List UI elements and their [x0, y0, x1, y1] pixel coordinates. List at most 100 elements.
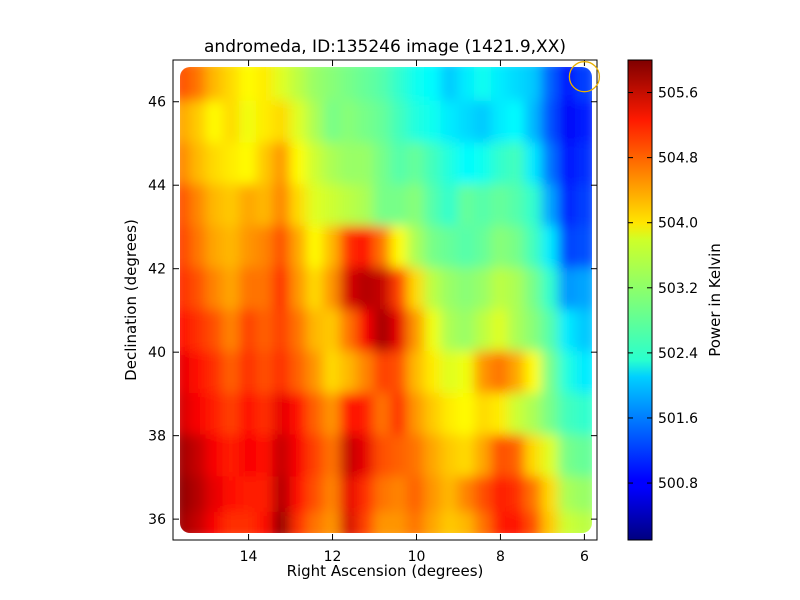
heatmap-cell — [356, 67, 376, 103]
heatmap-cell — [575, 267, 592, 312]
heatmap-cell — [255, 267, 275, 312]
heatmap-cell — [272, 100, 292, 145]
heatmap-cell — [558, 309, 578, 354]
heatmap-cell — [255, 67, 275, 103]
heatmap-cell — [188, 476, 208, 514]
heatmap-cell — [541, 67, 561, 103]
heatmap-cell — [356, 476, 376, 514]
y-tick-label: 44 — [148, 178, 166, 194]
heatmap-cell — [558, 434, 578, 479]
heatmap-cell — [373, 392, 393, 437]
heatmap-cell — [188, 142, 208, 187]
heatmap-cell — [457, 67, 477, 103]
heatmap-cell — [390, 392, 410, 437]
x-axis: 14 12 10 8 6 — [240, 60, 589, 565]
heatmap-cell — [390, 511, 410, 533]
heatmap-cell — [575, 309, 592, 354]
heatmap-cell — [440, 225, 460, 270]
heatmap-cell — [255, 434, 275, 479]
x-tick-label: 6 — [580, 549, 589, 565]
heatmap-cell — [474, 511, 494, 533]
heatmap-cell — [524, 309, 544, 354]
heatmap-cell — [474, 100, 494, 145]
heatmap-cell — [272, 476, 292, 514]
heatmap-cell — [222, 67, 242, 103]
heatmap-cell — [306, 100, 326, 145]
colorbar-ticks: 500.8 501.6 502.4 503.2 504.0 504.8 505.6 — [628, 86, 698, 492]
heatmap-cell — [373, 100, 393, 145]
colorbar-tick-label: 501.6 — [658, 411, 698, 427]
heatmap-cell — [205, 100, 225, 145]
heatmap-cell — [474, 142, 494, 187]
heatmap-cell — [222, 142, 242, 187]
heatmap-cell — [323, 392, 342, 437]
heatmap-cell — [491, 67, 510, 103]
colorbar-tick-label: 502.4 — [658, 346, 698, 362]
heatmap-cell — [524, 142, 544, 187]
heatmap-cell — [440, 476, 460, 514]
heatmap-cell — [239, 67, 258, 103]
heatmap-cell — [188, 309, 208, 354]
heatmap-cell — [575, 511, 592, 533]
heatmap-cell — [541, 267, 561, 312]
heatmap-cell — [239, 351, 258, 395]
heatmap-cell — [188, 100, 208, 145]
heatmap-cell — [180, 511, 191, 533]
heatmap-cell — [239, 184, 258, 228]
heatmap-cell — [457, 392, 477, 437]
heatmap-cell — [507, 476, 527, 514]
heatmap-cell — [239, 392, 258, 437]
heatmap-cell — [423, 351, 443, 395]
heatmap-cell — [558, 476, 578, 514]
heatmap-cell — [180, 392, 191, 437]
heatmap-cell — [339, 100, 359, 145]
heatmap-cell — [356, 351, 376, 395]
colorbar-tick-label: 503.2 — [658, 281, 698, 297]
y-tick-label: 38 — [148, 429, 166, 445]
heatmap-cell — [323, 476, 342, 514]
heatmap-cell — [180, 100, 191, 145]
heatmap-cell — [407, 309, 426, 354]
heatmap-cell — [239, 267, 258, 312]
heatmap-cell — [323, 351, 342, 395]
heatmap-cell — [272, 225, 292, 270]
heatmap-cell — [255, 511, 275, 533]
heatmap-cell — [222, 184, 242, 228]
heatmap-cell — [524, 225, 544, 270]
heatmap-cell — [373, 225, 393, 270]
heatmap-cell — [289, 100, 309, 145]
heatmap-cell — [575, 434, 592, 479]
heatmap-cell — [457, 225, 477, 270]
heatmap-cell — [524, 476, 544, 514]
heatmap-cell — [339, 67, 359, 103]
heatmap-cell — [188, 184, 208, 228]
heatmap-cell — [373, 267, 393, 312]
heatmap-cell — [255, 392, 275, 437]
heatmap-image — [180, 67, 592, 533]
heatmap-cell — [188, 511, 208, 533]
heatmap-cell — [306, 225, 326, 270]
colorbar-tick-label: 504.0 — [658, 216, 698, 232]
heatmap-cell — [205, 67, 225, 103]
heatmap-cell — [373, 476, 393, 514]
heatmap-cell — [188, 351, 208, 395]
heatmap-cell — [423, 100, 443, 145]
heatmap-cell — [558, 184, 578, 228]
heatmap-cell — [558, 225, 578, 270]
heatmap-cell — [541, 184, 561, 228]
heatmap-cell — [558, 100, 578, 145]
heatmap-cell — [255, 476, 275, 514]
heatmap-cell — [306, 67, 326, 103]
heatmap-cell — [306, 184, 326, 228]
heatmap-cell — [390, 184, 410, 228]
heatmap-cell — [180, 225, 191, 270]
heatmap-cell — [356, 309, 376, 354]
heatmap-cell — [239, 511, 258, 533]
heatmap-cell — [390, 309, 410, 354]
heatmap-cell — [575, 67, 592, 103]
heatmap-cell — [239, 309, 258, 354]
heatmap-cell — [289, 309, 309, 354]
heatmap-cell — [222, 351, 242, 395]
heatmap-cell — [239, 142, 258, 187]
colorbar-tick-label: 505.6 — [658, 86, 698, 102]
